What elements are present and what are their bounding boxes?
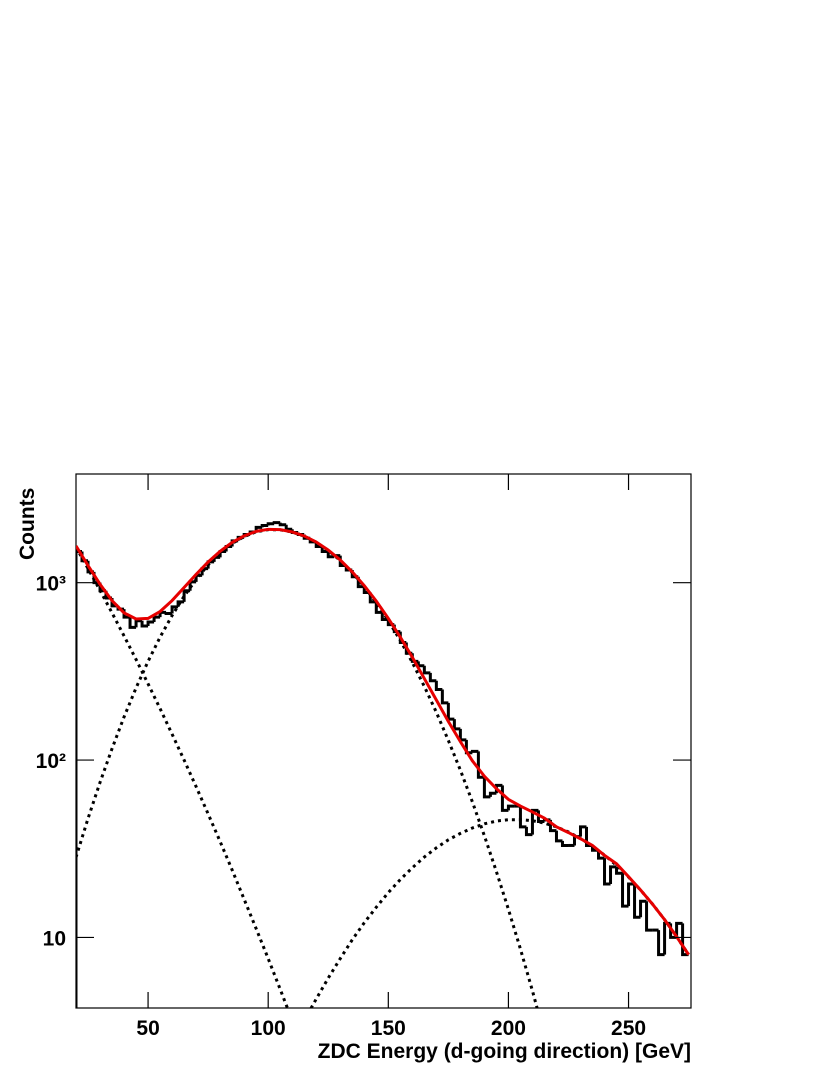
histogram-bin — [627, 882, 635, 907]
histogram-bin — [428, 672, 437, 683]
histogram-bin — [272, 521, 281, 525]
histogram-bin — [128, 617, 137, 629]
histogram-bin — [440, 689, 449, 705]
histogram-bin — [140, 620, 149, 628]
histogram-bin — [609, 865, 617, 885]
fit-component — [76, 546, 290, 1008]
x-tick-label: 100 — [251, 1017, 286, 1040]
histogram-bin — [645, 901, 653, 932]
x-tick-label: 50 — [136, 1017, 159, 1040]
histogram-bin — [560, 840, 569, 847]
histogram-bin — [374, 601, 383, 614]
fit-component — [309, 818, 690, 1008]
plot-area — [76, 521, 690, 1008]
histogram-bin — [170, 605, 179, 614]
histogram-bin — [621, 873, 629, 908]
histogram-bin — [675, 921, 683, 938]
histogram-bin — [470, 749, 479, 753]
histogram-bin — [164, 612, 173, 616]
histogram-bin — [524, 826, 533, 837]
histogram-bin — [657, 930, 665, 957]
y-tick-label: 10 — [43, 927, 66, 950]
histogram-bin — [76, 549, 83, 1008]
plot-frame — [75, 473, 692, 1009]
histogram-bin — [518, 806, 527, 829]
histogram-bin — [434, 680, 443, 691]
histogram-bin — [615, 866, 623, 875]
histogram-bin — [506, 804, 515, 811]
histogram-bin — [458, 728, 467, 742]
histogram-bin — [603, 858, 611, 886]
x-axis-title: ZDC Energy (d-going direction) [GeV] — [318, 1040, 691, 1063]
histogram-bin — [134, 619, 143, 628]
histogram-bin — [597, 850, 605, 860]
histogram-bin — [488, 791, 497, 797]
histogram-bin — [446, 702, 455, 721]
fit-component — [76, 528, 539, 1008]
histogram-bin — [146, 620, 155, 626]
histogram-bin — [326, 551, 335, 559]
histogram-bin — [266, 522, 275, 526]
histogram-bin — [278, 522, 287, 527]
histogram-bin — [422, 665, 431, 675]
histogram-bin — [482, 777, 491, 799]
x-tick-label: 200 — [491, 1017, 526, 1040]
histogram-bin — [176, 600, 185, 607]
histogram-bin — [633, 884, 641, 919]
histogram-bin — [416, 661, 425, 668]
histogram-bin — [578, 825, 587, 837]
histogram-bin — [284, 524, 293, 531]
histogram-bin — [681, 923, 689, 957]
histogram-bin — [554, 830, 563, 843]
histogram-bin — [320, 546, 329, 553]
y-tick-label: 10² — [36, 750, 66, 773]
histogram-bin — [476, 751, 485, 779]
histogram-bin — [639, 899, 647, 918]
x-tick-label: 150 — [371, 1017, 406, 1040]
x-tick-label: 250 — [611, 1017, 646, 1040]
fit-curve — [76, 527, 690, 956]
y-tick-label: 10³ — [36, 573, 66, 596]
histogram-bin — [260, 524, 269, 528]
histogram-bin — [452, 719, 461, 731]
y-axis-title: Counts — [16, 488, 39, 560]
histogram-bin — [152, 615, 161, 623]
histogram-bin — [380, 612, 389, 622]
